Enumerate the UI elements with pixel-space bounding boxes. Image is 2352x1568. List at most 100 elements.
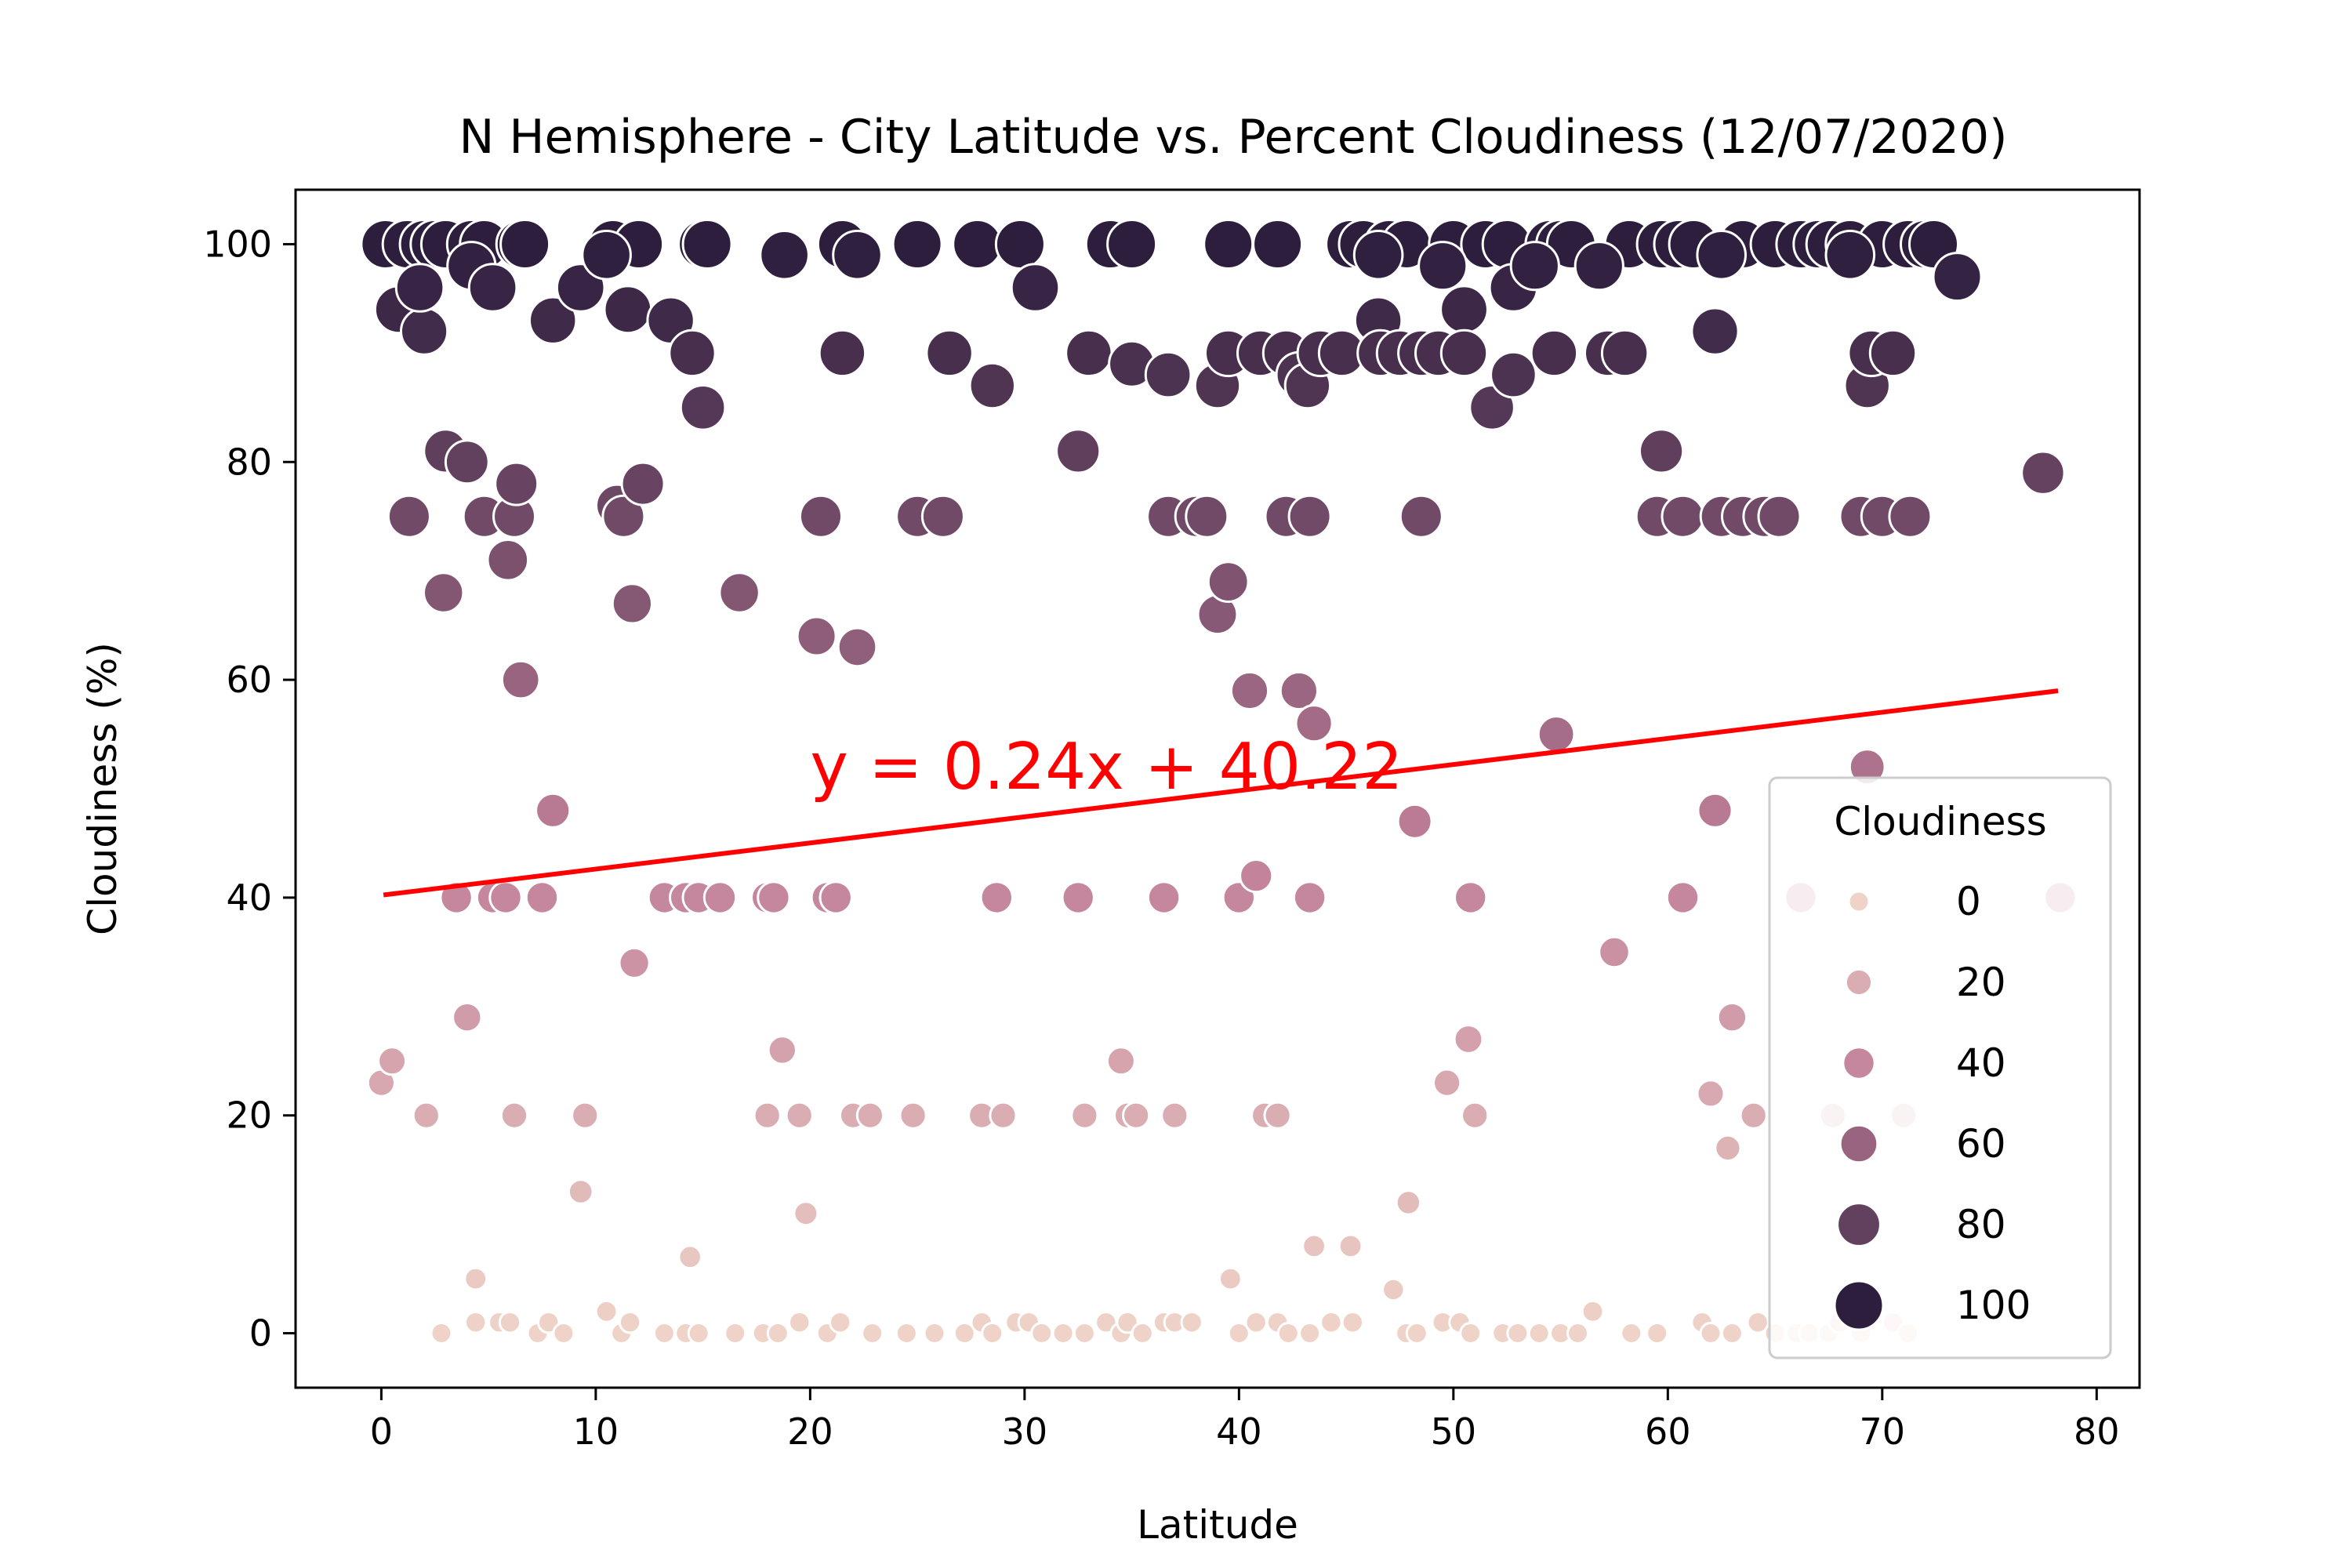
data-point bbox=[567, 1178, 594, 1205]
data-point bbox=[1030, 1322, 1054, 1345]
data-point bbox=[1573, 241, 1624, 292]
data-point bbox=[1239, 858, 1274, 894]
data-point bbox=[486, 539, 530, 582]
data-point bbox=[1319, 1311, 1343, 1334]
data-point bbox=[500, 659, 541, 700]
data-point bbox=[594, 1299, 619, 1323]
data-point bbox=[1073, 1322, 1096, 1345]
data-point bbox=[681, 219, 733, 270]
data-point bbox=[832, 230, 883, 281]
data-point bbox=[1287, 494, 1332, 539]
data-point bbox=[1537, 715, 1576, 753]
data-point bbox=[1432, 1068, 1462, 1098]
data-point bbox=[1341, 1311, 1365, 1334]
data-point bbox=[1746, 1311, 1769, 1334]
data-point bbox=[952, 219, 1004, 270]
data-point bbox=[818, 328, 867, 378]
data-point bbox=[1185, 494, 1229, 539]
data-point bbox=[1301, 1233, 1327, 1259]
legend-box bbox=[1768, 776, 2112, 1359]
data-point bbox=[1461, 1101, 1490, 1130]
data-point bbox=[895, 1322, 918, 1345]
data-point bbox=[1061, 880, 1095, 915]
data-point bbox=[1116, 1311, 1139, 1334]
legend-label: 80 bbox=[1956, 1202, 2006, 1247]
data-point bbox=[1106, 219, 1158, 270]
data-point bbox=[829, 1311, 852, 1334]
data-point bbox=[1122, 1101, 1151, 1130]
data-point bbox=[620, 461, 666, 506]
y-axis-ticks: 0 20 40 60 80 100 bbox=[203, 223, 296, 1355]
legend-label: 0 bbox=[1956, 879, 1981, 924]
data-point bbox=[1757, 494, 1802, 539]
data-point bbox=[753, 1101, 782, 1130]
data-point bbox=[767, 1035, 797, 1065]
data-point bbox=[439, 880, 474, 915]
data-point bbox=[1070, 1101, 1099, 1130]
data-point bbox=[1352, 230, 1404, 281]
data-point bbox=[1714, 1134, 1742, 1163]
data-point bbox=[923, 1322, 946, 1345]
legend-label: 40 bbox=[1956, 1040, 2006, 1086]
data-point bbox=[1888, 494, 1933, 539]
data-point bbox=[687, 1322, 710, 1345]
data-point bbox=[652, 1322, 676, 1345]
data-point bbox=[1646, 1322, 1669, 1345]
data-point bbox=[581, 230, 632, 281]
y-tick-label: 100 bbox=[203, 223, 272, 265]
legend-marker bbox=[1842, 1046, 1876, 1080]
data-point bbox=[718, 572, 760, 614]
data-point bbox=[766, 1322, 789, 1345]
data-point bbox=[444, 439, 490, 485]
data-point bbox=[463, 1266, 488, 1291]
data-point bbox=[1055, 428, 1102, 474]
data-point bbox=[968, 361, 1017, 410]
data-point bbox=[1527, 1322, 1551, 1345]
data-point bbox=[1453, 1024, 1484, 1054]
points-layer bbox=[360, 219, 2078, 1345]
data-point bbox=[399, 307, 449, 356]
data-point bbox=[499, 1101, 529, 1130]
data-point bbox=[898, 1101, 927, 1130]
y-tick-label: 0 bbox=[249, 1312, 272, 1355]
data-point bbox=[430, 1322, 453, 1345]
data-point bbox=[1338, 1233, 1363, 1259]
data-point bbox=[524, 880, 560, 915]
data-point bbox=[1405, 1322, 1428, 1345]
data-point bbox=[552, 1322, 575, 1345]
data-point bbox=[788, 1311, 811, 1334]
data-point bbox=[1690, 307, 1740, 356]
data-point bbox=[1468, 384, 1515, 431]
data-point bbox=[1696, 1079, 1726, 1109]
data-point bbox=[1932, 252, 1983, 303]
data-point bbox=[535, 792, 572, 829]
data-point bbox=[1218, 1266, 1243, 1291]
x-axis-ticks: 0 10 20 30 40 50 60 70 80 bbox=[370, 1388, 2120, 1453]
data-point bbox=[1697, 792, 1733, 829]
data-point bbox=[861, 1322, 884, 1345]
regression-line bbox=[383, 688, 2059, 898]
data-point bbox=[668, 328, 717, 378]
data-point bbox=[537, 1311, 561, 1334]
data-point bbox=[1699, 1322, 1722, 1345]
x-tick-label: 80 bbox=[2074, 1410, 2120, 1453]
data-point bbox=[452, 1002, 483, 1033]
data-point bbox=[1396, 803, 1433, 840]
data-point bbox=[677, 1244, 703, 1270]
data-point bbox=[377, 1046, 408, 1076]
data-point bbox=[1530, 328, 1579, 378]
data-point bbox=[1399, 494, 1443, 539]
x-tick-label: 20 bbox=[787, 1410, 833, 1453]
data-point bbox=[1665, 880, 1700, 915]
data-point bbox=[1207, 561, 1250, 603]
data-point bbox=[1566, 1322, 1589, 1345]
data-point bbox=[1276, 1322, 1300, 1345]
data-point bbox=[1010, 263, 1061, 313]
data-point bbox=[759, 230, 810, 281]
data-point bbox=[796, 615, 837, 657]
legend-marker bbox=[1836, 1202, 1882, 1247]
data-point bbox=[499, 219, 551, 270]
data-point bbox=[1439, 285, 1489, 335]
data-point bbox=[1263, 1101, 1292, 1130]
data-point bbox=[1227, 1322, 1250, 1345]
